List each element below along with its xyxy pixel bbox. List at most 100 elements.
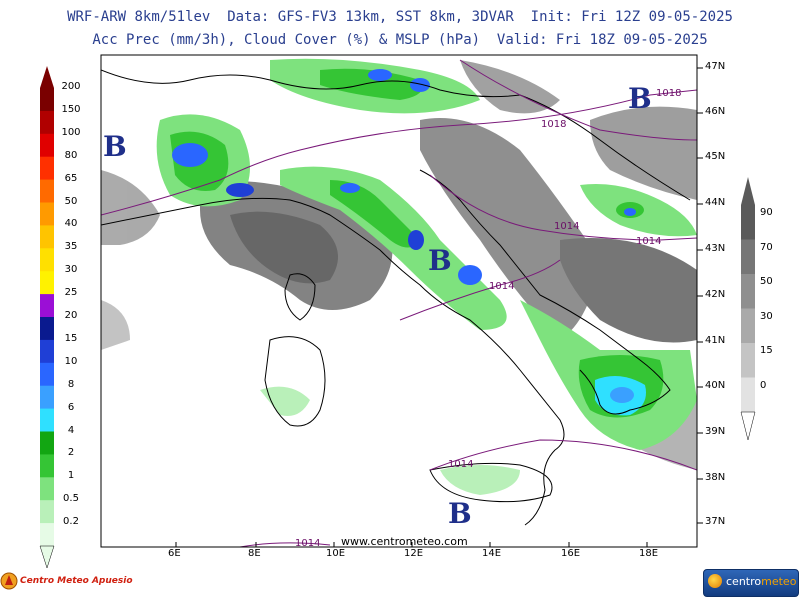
- precip-scale-label: 4: [67, 424, 75, 436]
- longitude-label: 6E: [168, 548, 181, 559]
- latitude-label: 37N: [705, 516, 726, 527]
- cloud-swatch: [741, 274, 755, 309]
- precip-swatch: [40, 477, 54, 501]
- precip-scale-label: 8: [67, 378, 75, 390]
- precip-scale-label: 2: [67, 447, 75, 459]
- precip-scale-label: 1: [67, 470, 75, 482]
- precip-swatch: [40, 339, 54, 364]
- watermark: www.centrometeo.com: [341, 535, 468, 548]
- cloud-scale-label: 30: [760, 310, 773, 322]
- precip-swatch: [40, 408, 54, 432]
- colorbar-arrow-bottom: [39, 545, 55, 569]
- cloud-swatch: [741, 308, 755, 344]
- longitude-label: 8E: [248, 548, 261, 559]
- precip-swatch: [40, 523, 54, 547]
- cloud-swatch: [741, 205, 755, 240]
- precip-swatch: [40, 500, 54, 524]
- low-pressure-marker: B: [628, 82, 652, 115]
- map-border: [100, 54, 698, 548]
- isobar-label: 1014: [448, 459, 474, 470]
- precip-swatch: [40, 179, 54, 203]
- precip-swatch: [40, 431, 54, 455]
- latitude-label: 47N: [705, 61, 726, 72]
- precip-swatch: [40, 225, 54, 249]
- precip-swatch: [40, 362, 54, 387]
- latitude-label: 46N: [705, 106, 726, 117]
- precip-scale-label: 35: [64, 241, 78, 253]
- latitude-label: 43N: [705, 243, 726, 254]
- sun-icon: [708, 574, 722, 588]
- latitude-label: 44N: [705, 197, 726, 208]
- precip-scale-label: 50: [64, 195, 78, 207]
- logo-left-text: Centro Meteo Apuesio: [20, 576, 133, 586]
- latitude-label: 39N: [705, 426, 726, 437]
- low-pressure-marker: B: [428, 244, 452, 277]
- longitude-label: 10E: [326, 548, 346, 559]
- precip-scale-label: 10: [64, 355, 78, 367]
- precip-swatch: [40, 385, 54, 410]
- precip-swatch: [40, 454, 54, 478]
- precip-scale-label: 25: [64, 287, 78, 299]
- precip-swatch: [40, 248, 54, 272]
- header-title-line2: Acc Prec (mm/3h), Cloud Cover (%) & MSLP…: [92, 32, 708, 48]
- precip-swatch: [40, 110, 54, 135]
- isobar-label: 1018: [541, 119, 567, 130]
- coastlines: [101, 69, 691, 526]
- isobar-label: 1018: [656, 88, 682, 99]
- precip-scale-label: 15: [64, 332, 78, 344]
- latitude-label: 45N: [705, 151, 726, 162]
- precip-scale-label: 0.5: [63, 493, 79, 505]
- latitude-label: 38N: [705, 472, 726, 483]
- precip-swatch: [40, 294, 54, 318]
- cloud-arrow-bottom: [740, 411, 756, 441]
- isobar-label: 1014: [554, 221, 580, 232]
- isobar-label: 1014: [636, 236, 662, 247]
- longitude-label: 18E: [639, 548, 659, 559]
- isobars: [101, 59, 697, 547]
- cloud-swatch: [741, 377, 755, 413]
- precipitation-colorbar: [39, 66, 55, 569]
- precip-scale-label: 65: [64, 172, 78, 184]
- latitude-label: 40N: [705, 380, 726, 391]
- cloud-swatch: [741, 239, 755, 275]
- precip-swatch: [40, 133, 54, 158]
- latitude-label: 41N: [705, 335, 726, 346]
- cloud-scale-label: 15: [760, 345, 773, 356]
- precip-scale-label: 20: [64, 310, 78, 321]
- isobar-label: 1014: [295, 538, 321, 549]
- cloud-scale-label: 0: [760, 379, 767, 391]
- precip-scale-label: 100: [61, 126, 81, 138]
- precip-scale-label: 0.2: [63, 516, 79, 528]
- cloud-cover-layer: [101, 60, 697, 470]
- precip-scale-label: 6: [67, 401, 75, 413]
- precip-scale-label: 30: [64, 264, 78, 276]
- axis-ticks: [175, 67, 703, 547]
- precip-swatch: [40, 88, 54, 112]
- precip-scale-label: 200: [61, 81, 81, 92]
- colorbar-arrow-top: [40, 66, 54, 88]
- longitude-label: 14E: [482, 548, 502, 559]
- cloud-scale-label: 70: [760, 241, 773, 253]
- low-pressure-marker: B: [103, 130, 127, 163]
- longitude-label: 12E: [404, 548, 424, 559]
- precip-swatch: [40, 271, 54, 295]
- cloud-scale-label: 50: [760, 276, 773, 287]
- precip-scale-label: 40: [64, 218, 78, 230]
- isobar-label: 1014: [489, 281, 515, 292]
- centro-meteo-apuesio-logo: [0, 572, 18, 590]
- precipitation-layer: [156, 58, 697, 495]
- low-pressure-marker: B: [448, 497, 472, 530]
- cloud-swatch: [741, 343, 755, 378]
- precip-swatch: [40, 202, 54, 226]
- centrometeo-logo-text: centrometeo: [726, 575, 797, 588]
- latitude-label: 42N: [705, 289, 726, 300]
- precip-swatch: [40, 317, 54, 341]
- precip-scale-label: 150: [61, 103, 81, 115]
- cloud-scale-label: 90: [760, 207, 773, 218]
- cloud-colorbar: [740, 177, 756, 441]
- cloud-arrow-top: [741, 177, 755, 205]
- longitude-label: 16E: [561, 548, 581, 559]
- precip-scale-label: 80: [64, 149, 78, 161]
- header-title-line1: WRF-ARW 8km/51lev Data: GFS-FV3 13km, SS…: [67, 9, 733, 25]
